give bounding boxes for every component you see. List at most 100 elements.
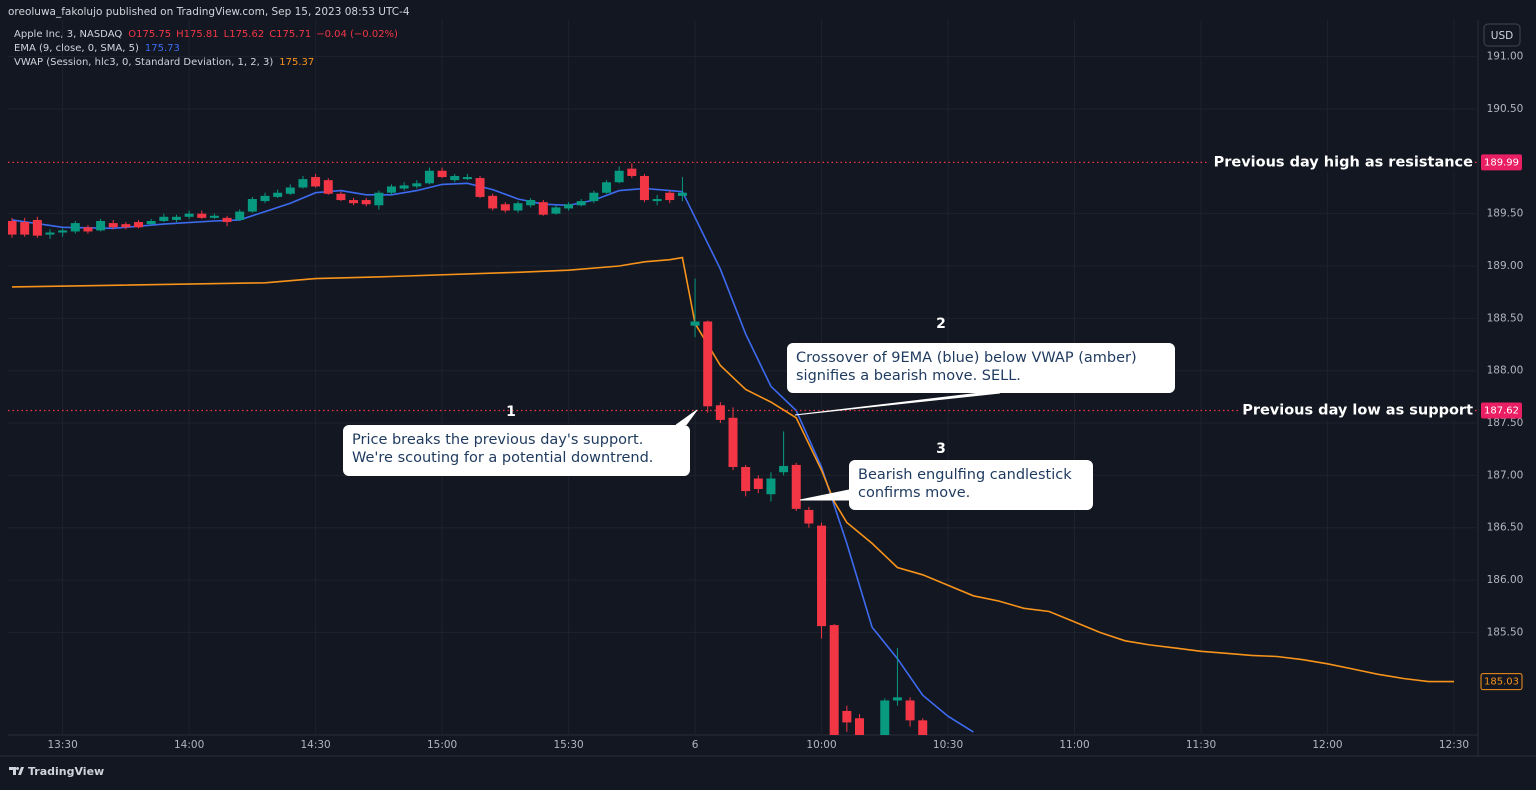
candle-body <box>20 222 30 235</box>
candle-body <box>171 216 181 220</box>
publisher: oreoluwa_fakolujo published on TradingVi… <box>8 6 410 18</box>
candle-body <box>273 192 283 197</box>
candle-body <box>45 232 55 235</box>
candle-body <box>488 195 498 209</box>
y-tick-label: 189.50 <box>1487 208 1524 220</box>
indicator-line <box>11 256 1454 683</box>
candle-body <box>526 200 536 206</box>
ohlc-value: H175.81 <box>176 29 219 40</box>
candle-body <box>829 625 839 735</box>
callout-box <box>787 343 1175 393</box>
tradingview-logo <box>9 767 24 775</box>
ohlc-value: L175.62 <box>224 29 265 40</box>
x-tick-label: 15:30 <box>553 739 583 751</box>
y-tick-label: 188.50 <box>1487 312 1524 324</box>
candle-body <box>96 220 106 231</box>
level-label: Previous day low as support <box>1242 402 1473 418</box>
annotation-number: 2 <box>936 316 946 332</box>
symbol: Apple Inc, 3, NASDAQ <box>14 29 122 40</box>
candle-body <box>298 179 308 188</box>
price-tag: 189.99 <box>1484 157 1519 168</box>
ohlc-value: C175.71 <box>269 29 311 40</box>
candle-body <box>374 192 384 206</box>
candle-body <box>197 213 207 218</box>
currency-button[interactable] <box>1483 23 1521 47</box>
x-tick-label: 12:30 <box>1439 739 1469 751</box>
callout-text: Bearish engulfing candlestick <box>858 467 1072 483</box>
candle-body <box>627 168 637 176</box>
candle-body <box>399 185 409 189</box>
x-tick-label: 11:30 <box>1186 739 1216 751</box>
candle-body <box>349 200 359 204</box>
footer-brand: TradingView <box>28 765 104 778</box>
x-tick-label: 10:00 <box>806 739 836 751</box>
x-tick-label: 14:30 <box>300 739 330 751</box>
candle-body <box>437 170 447 178</box>
price-tag: 185.03 <box>1484 677 1519 688</box>
candle-body <box>703 321 713 407</box>
candle-body <box>323 180 333 194</box>
candle-body <box>677 192 687 196</box>
x-tick-label: 12:00 <box>1312 739 1342 751</box>
candle-body <box>614 170 624 183</box>
annotation-number: 1 <box>506 404 516 420</box>
candle-body <box>690 321 700 326</box>
candle-body <box>247 199 257 212</box>
candle-body <box>652 199 662 202</box>
candle-body <box>222 217 232 223</box>
candle-body <box>311 177 321 187</box>
candle-body <box>753 478 763 489</box>
annotation-number: 3 <box>936 441 946 457</box>
candle-body <box>602 182 612 193</box>
x-tick-label: 6 <box>692 739 699 751</box>
candle-body <box>146 220 156 225</box>
candle-body <box>83 227 93 232</box>
indicator-value: 175.73 <box>145 43 180 54</box>
candle-body <box>260 195 270 202</box>
level-label: Previous day high as resistance <box>1214 154 1474 170</box>
candle-body <box>462 177 472 180</box>
candle-body <box>728 417 738 468</box>
candle-body <box>450 175 460 181</box>
y-tick-label: 188.00 <box>1487 365 1524 377</box>
x-tick-label: 10:30 <box>933 739 963 751</box>
candle-body <box>918 720 928 735</box>
callout-pointer <box>794 392 1001 416</box>
callout-text: We're scouting for a potential downtrend… <box>352 450 653 466</box>
callout-text: signifies a bearish move. SELL. <box>796 368 1021 384</box>
candle-body <box>715 405 725 420</box>
plot-area <box>8 20 1478 735</box>
candle-body <box>766 478 776 495</box>
y-tick-label: 191.00 <box>1487 51 1524 63</box>
level-label-bg <box>1238 400 1475 421</box>
y-tick-label: 187.00 <box>1487 469 1524 481</box>
price-tag: 187.62 <box>1484 405 1519 416</box>
candle-body <box>475 178 485 197</box>
candle-body <box>336 193 346 201</box>
ohlc-value: −0.04 (−0.02%) <box>316 29 398 40</box>
candle-body <box>741 467 751 492</box>
callout-text: Crossover of 9EMA (blue) below VWAP (amb… <box>796 350 1137 366</box>
candle-body <box>639 175 649 201</box>
currency-label[interactable]: USD <box>1491 30 1513 42</box>
candle-body <box>8 220 17 235</box>
candle-body <box>58 230 68 233</box>
candle-body <box>564 204 574 209</box>
callout-box <box>849 460 1093 510</box>
footer-bar <box>0 756 1536 786</box>
candle-body <box>121 224 131 228</box>
x-tick-label: 14:00 <box>174 739 204 751</box>
candle-body <box>880 700 890 735</box>
candle-body <box>842 710 852 723</box>
candle-body <box>791 464 801 509</box>
candle-body <box>424 170 434 184</box>
candle-body <box>779 465 789 473</box>
price-tag-bg <box>1481 402 1522 419</box>
candle-body <box>500 204 510 211</box>
callout-text: Price breaks the previous day's support. <box>352 432 643 448</box>
candle-body <box>387 186 397 193</box>
candle-body <box>892 697 902 701</box>
indicator-value: 175.37 <box>279 57 314 68</box>
